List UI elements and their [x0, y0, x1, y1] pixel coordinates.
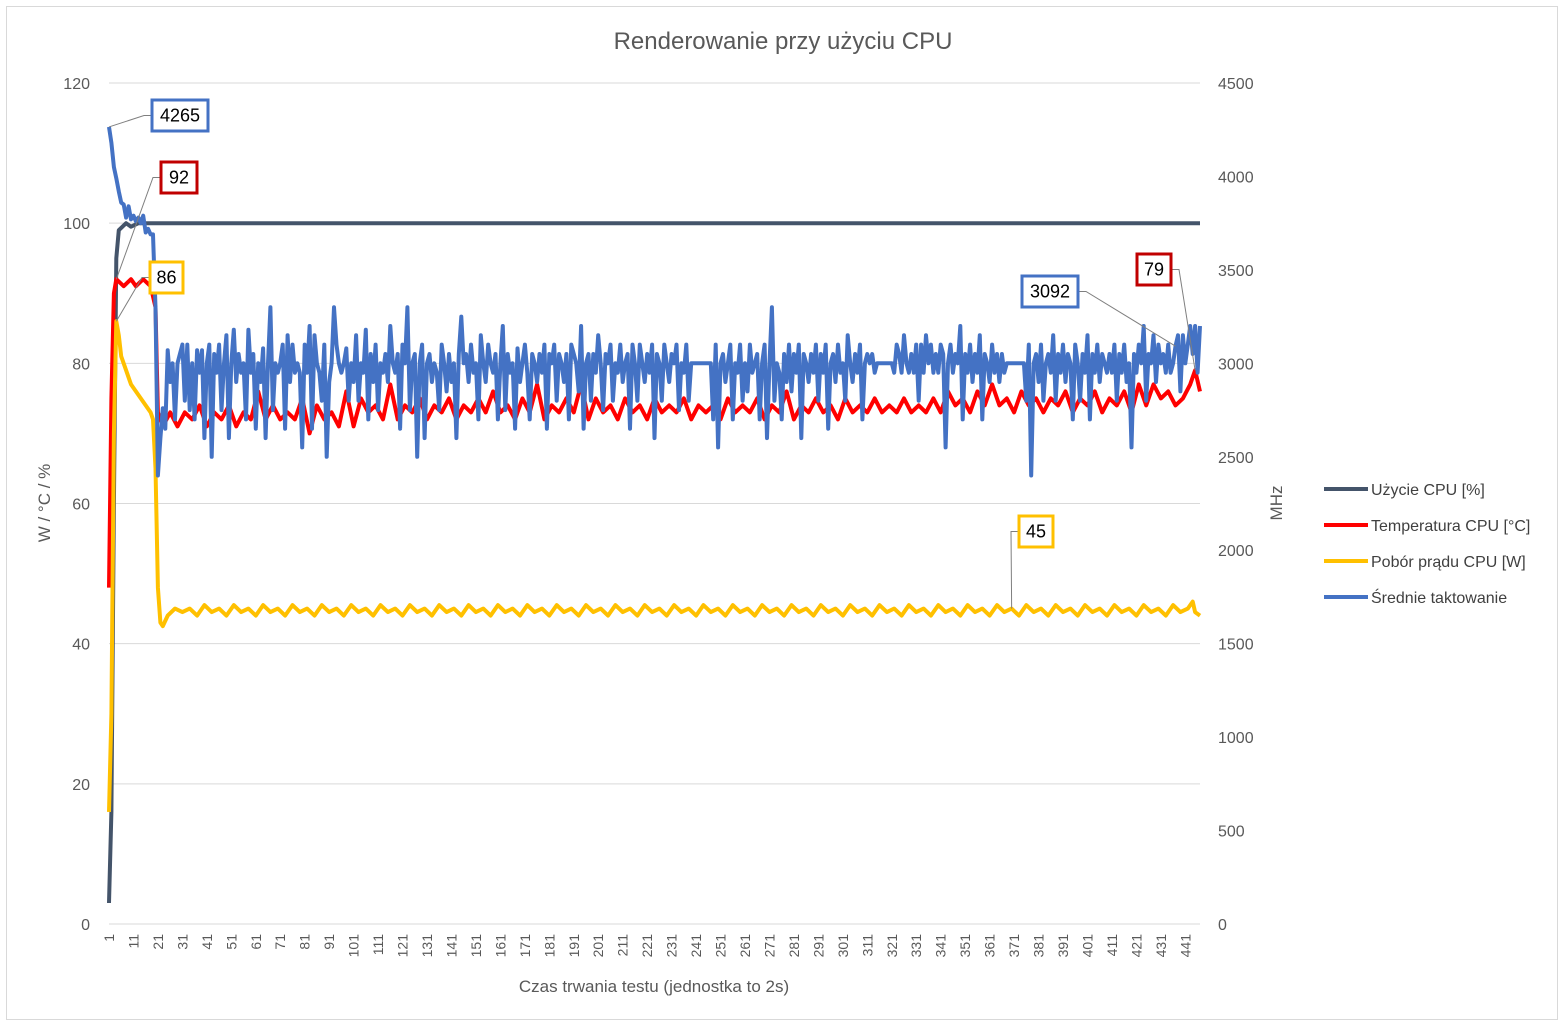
series-line — [107, 277, 1202, 588]
callout-leader — [115, 277, 150, 322]
x-tick-label: 391 — [1055, 934, 1071, 958]
x-tick-label: 221 — [639, 934, 655, 958]
y-tick-label-left: 120 — [63, 76, 90, 93]
callout-leader — [1078, 291, 1176, 347]
y-tick-label-right: 4500 — [1218, 76, 1254, 93]
x-tick-label: 71 — [272, 934, 288, 950]
x-tick-label: 1 — [101, 934, 117, 942]
x-tick-label: 281 — [786, 934, 802, 958]
x-tick-label: 351 — [957, 934, 973, 958]
y-axis-right-title: MHz — [1267, 486, 1286, 521]
x-tick-label: 291 — [810, 934, 826, 958]
x-tick-label: 21 — [150, 934, 166, 950]
x-tick-label: 361 — [982, 934, 998, 958]
x-tick-label: 121 — [395, 934, 411, 958]
x-axis: 1 11 21 31 41 51 61 71 81 91 101 111 121 131 141 151 161… — [101, 923, 1200, 958]
x-tick-label: 81 — [297, 934, 313, 950]
callout-box — [148, 260, 185, 295]
x-tick-label: 421 — [1128, 934, 1144, 958]
y-tick-label-left: 0 — [81, 917, 90, 934]
callout-box — [1135, 252, 1173, 287]
x-tick-label: 201 — [590, 934, 606, 958]
y-tick-label-right: 3000 — [1218, 356, 1254, 373]
y-tick-label-left: 100 — [63, 216, 90, 233]
legend: Użycie CPU [%] Temperatura CPU [°C] Pobór … — [1324, 482, 1530, 607]
y-tick-label-right: 2000 — [1218, 543, 1254, 560]
x-tick-label: 11 — [125, 934, 141, 949]
x-tick-label: 131 — [419, 934, 435, 958]
callout-box — [159, 160, 199, 195]
callout-label: 79 — [1144, 260, 1164, 280]
x-tick-label: 371 — [1006, 934, 1022, 958]
data-callouts: 4265 92 86 3092 79 45 — [108, 98, 1196, 609]
x-tick-label: 151 — [468, 934, 484, 958]
y-tick-label-left: 60 — [72, 497, 90, 514]
x-tick-label: 181 — [541, 934, 557, 958]
x-tick-label: 31 — [174, 934, 190, 950]
x-tick-label: 161 — [492, 934, 508, 958]
callout-label: 4265 — [160, 106, 200, 126]
x-tick-label: 251 — [713, 934, 729, 958]
callout-leader — [108, 115, 152, 128]
callout-label: 3092 — [1030, 282, 1070, 302]
legend-label: Temperatura CPU [°C] — [1371, 518, 1530, 535]
x-tick-label: 321 — [884, 934, 900, 958]
y-axis-right: 0 500 1000 1500 2000 2500 3000 3500 4000 4500 — [1218, 76, 1254, 934]
y-tick-label-left: 20 — [72, 777, 90, 794]
x-tick-label: 111 — [370, 934, 386, 955]
legend-label: Użycie CPU [%] — [1371, 482, 1485, 499]
x-tick-label: 231 — [664, 934, 680, 958]
x-tick-label: 211 — [615, 934, 631, 957]
callout-box — [1017, 514, 1055, 549]
legend-label: Pobór prądu CPU [W] — [1371, 554, 1526, 571]
y-axis-left: 0 20 40 60 80 100 120 — [63, 76, 90, 934]
y-tick-label-left: 40 — [72, 637, 90, 654]
x-tick-label: 171 — [517, 934, 533, 958]
x-tick-label: 191 — [566, 934, 582, 958]
y-tick-label-right: 1000 — [1218, 730, 1254, 747]
x-tick-label: 51 — [223, 934, 239, 950]
x-tick-label: 381 — [1031, 934, 1047, 958]
callout-leader — [1171, 269, 1196, 371]
x-axis-title: Czas trwania testu (jednostka to 2s) — [519, 977, 789, 996]
series-line — [107, 126, 1202, 478]
legend-label: Średnie taktowanie — [1371, 588, 1507, 607]
x-tick-label: 401 — [1079, 934, 1095, 958]
x-tick-label: 341 — [933, 934, 949, 958]
x-tick-label: 311 — [859, 934, 875, 957]
y-tick-label-right: 0 — [1218, 917, 1227, 934]
x-tick-label: 431 — [1153, 934, 1169, 958]
callout-box — [1020, 274, 1080, 309]
callout-label: 92 — [169, 168, 189, 188]
x-tick-label: 301 — [835, 934, 851, 958]
x-tick-label: 101 — [346, 934, 362, 958]
x-tick-label: 241 — [688, 934, 704, 958]
callout-label: 86 — [156, 268, 176, 288]
x-tick-label: 261 — [737, 934, 753, 958]
y-tick-label-right: 3500 — [1218, 263, 1254, 280]
x-tick-label: 271 — [761, 934, 777, 958]
x-tick-label: 411 — [1104, 934, 1120, 957]
gridlines — [109, 82, 1200, 925]
y-tick-label-right: 2500 — [1218, 450, 1254, 467]
x-tick-label: 41 — [199, 934, 215, 950]
chart-frame — [6, 6, 1558, 1020]
y-tick-label-right: 500 — [1218, 824, 1245, 841]
y-axis-left-title: W / °C / % — [35, 464, 54, 543]
x-tick-label: 141 — [443, 934, 459, 958]
callout-label: 45 — [1026, 522, 1046, 542]
callout-leader — [115, 177, 161, 280]
series-line — [107, 319, 1202, 812]
y-tick-label-right: 1500 — [1218, 637, 1254, 654]
x-tick-label: 91 — [321, 934, 337, 950]
chart-title: Renderowanie przy użyciu CPU — [614, 28, 953, 55]
y-tick-label-right: 4000 — [1218, 169, 1254, 186]
callout-box — [150, 98, 210, 133]
y-tick-label-left: 80 — [72, 356, 90, 373]
x-tick-label: 61 — [248, 934, 264, 950]
x-tick-label: 331 — [908, 934, 924, 958]
callout-leader — [1010, 531, 1019, 609]
x-tick-label: 441 — [1177, 934, 1193, 958]
